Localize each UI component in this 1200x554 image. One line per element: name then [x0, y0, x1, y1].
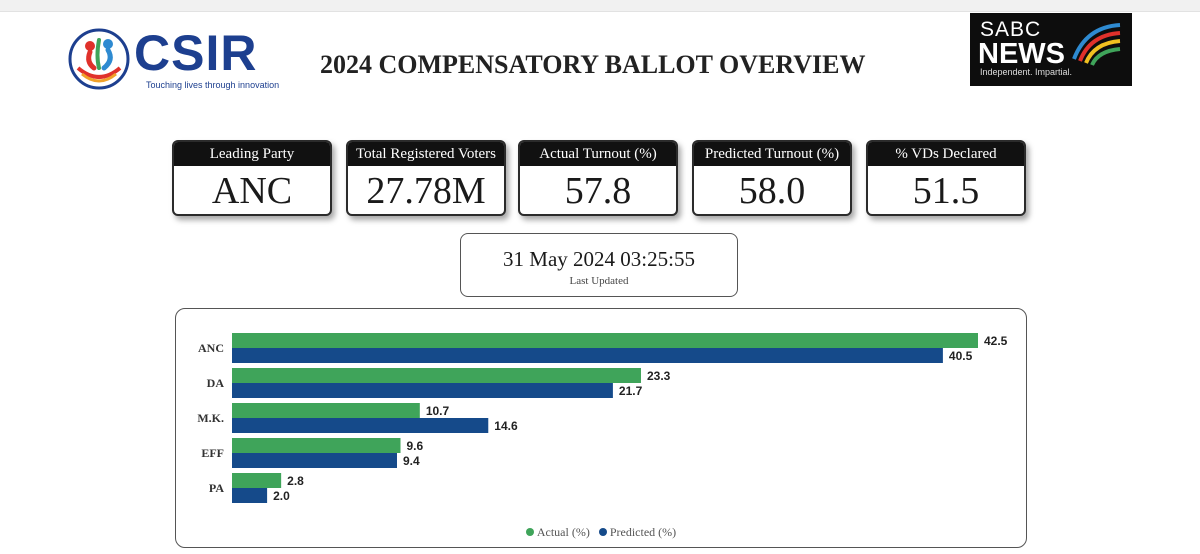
bar-predicted — [232, 453, 397, 468]
kpi-value: 51.5 — [912, 170, 980, 212]
category-label: M.K. — [197, 411, 224, 425]
data-label-predicted: 21.7 — [619, 384, 643, 398]
csir-logo: CSIR Touching lives through innovation — [68, 24, 280, 94]
bar-predicted — [232, 383, 613, 398]
data-label-predicted: 14.6 — [494, 419, 518, 433]
kpi-label: % VDs Declared — [868, 142, 1024, 166]
kpi-value: 58.0 — [738, 170, 806, 212]
bar-actual — [232, 403, 420, 418]
kpi-vds-declared: % VDs Declared 51.5 — [866, 140, 1026, 216]
bar-actual — [232, 438, 401, 453]
category-label: PA — [209, 481, 224, 495]
category-label: EFF — [201, 446, 224, 460]
bar-predicted — [232, 488, 268, 503]
legend-label-actual: Actual (%) — [536, 525, 590, 539]
kpi-label: Actual Turnout (%) — [520, 142, 676, 166]
legend-dot-predicted — [598, 528, 607, 536]
data-label-predicted: 40.5 — [949, 349, 973, 363]
last-updated-card: 31 May 2024 03:25:55 Last Updated — [460, 233, 738, 297]
sabc-tagline: Independent. Impartial. — [980, 67, 1073, 77]
bar-predicted — [232, 418, 489, 433]
data-label-actual: 10.7 — [426, 404, 450, 418]
page-title: 2024 COMPENSATORY BALLOT OVERVIEW — [320, 50, 866, 79]
kpi-label: Predicted Turnout (%) — [694, 142, 850, 166]
news-wordmark: NEWS — [978, 38, 1065, 70]
data-label-actual: 2.8 — [287, 474, 304, 488]
sabc-news-logo: SABC NEWS Independent. Impartial. — [970, 13, 1132, 86]
category-label: DA — [207, 376, 225, 390]
last-updated-label: Last Updated — [569, 275, 629, 287]
kpi-label: Total Registered Voters — [348, 142, 504, 166]
csir-wordmark: CSIR — [134, 25, 258, 81]
legend-item-predicted: Predicted (%) — [598, 525, 677, 540]
bar-actual — [232, 473, 282, 488]
legend-label-predicted: Predicted (%) — [609, 525, 677, 539]
bar-actual — [232, 333, 978, 348]
category-label: ANC — [198, 341, 224, 355]
bar-actual — [232, 368, 641, 383]
kpi-value: 27.78M — [366, 170, 486, 212]
data-label-predicted: 2.0 — [273, 489, 290, 503]
data-label-actual: 9.6 — [407, 439, 424, 453]
csir-emblem-icon — [68, 28, 130, 90]
kpi-value: 57.8 — [564, 170, 632, 212]
data-label-predicted: 9.4 — [403, 454, 420, 468]
kpi-value: ANC — [211, 170, 293, 212]
chart-legend: Actual (%) Predicted (%) — [176, 525, 1026, 540]
data-label-actual: 42.5 — [984, 334, 1008, 348]
legend-item-actual: Actual (%) — [525, 525, 590, 540]
results-bar-chart: ANC 42.5 40.5 DA 23.3 21.7 M.K. 10.7 14.6 EFF 9.69… — [197, 333, 1008, 503]
browser-top-strip — [0, 0, 1200, 12]
kpi-actual-turnout: Actual Turnout (%) 57.8 — [518, 140, 678, 216]
kpi-label: Leading Party — [174, 142, 330, 166]
kpi-registered-voters: Total Registered Voters 27.78M — [346, 140, 506, 216]
bar-predicted — [232, 348, 943, 363]
sabc-broadcast-arcs-icon — [1072, 23, 1121, 66]
kpi-leading-party: Leading Party ANC — [172, 140, 332, 216]
last-updated-time: 31 May 2024 03:25:55 — [503, 247, 695, 271]
kpi-predicted-turnout: Predicted Turnout (%) 58.0 — [692, 140, 852, 216]
sabc-wordmark: SABC — [980, 18, 1042, 41]
csir-tagline: Touching lives through innovation — [146, 80, 280, 90]
legend-dot-actual — [525, 528, 534, 536]
data-label-actual: 23.3 — [647, 369, 671, 383]
results-chart-panel: ANC 42.5 40.5 DA 23.3 21.7 M.K. 10.7 14.6 EFF 9.6 9… — [175, 308, 1027, 548]
